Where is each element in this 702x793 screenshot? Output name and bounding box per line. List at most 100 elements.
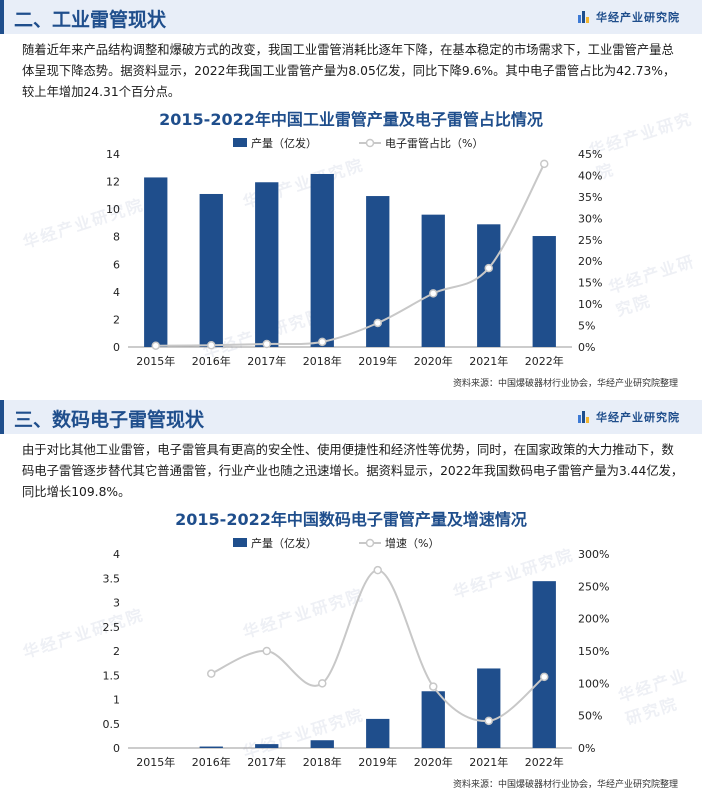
- section-header-digital: 三、数码电子雷管现状 华经产业研究院: [0, 400, 702, 434]
- y-right-tick-label: 150%: [578, 645, 609, 658]
- y-left-tick-label: 8: [113, 231, 120, 244]
- y-left-tick-label: 3: [113, 597, 120, 610]
- line-point: [373, 318, 382, 328]
- y-left-tick-label: 0.5: [103, 718, 121, 731]
- x-tick-label: 2019年: [358, 354, 397, 368]
- y-right-tick-label: 50%: [578, 710, 602, 723]
- bar: [144, 177, 168, 347]
- chart-title: 2015-2022年中国数码电子雷管产量及增速情况: [175, 510, 527, 529]
- brand-name: 华经产业研究院: [596, 411, 680, 424]
- bar-logo-icon: [578, 11, 590, 23]
- x-tick-label: 2022年: [525, 755, 564, 769]
- chart-legend: 产量（亿发） 增速（%）: [233, 536, 439, 550]
- legend-line-marker: [365, 538, 375, 548]
- legend-label: 产量（亿发）: [251, 136, 317, 150]
- chart-industrial-detonators: 产量（亿发） 电子雷管占比（%） 0 2 4 6 8 10 12 14 0% 5% 10% 15% 20% 2…: [106, 136, 602, 368]
- bar: [421, 214, 445, 347]
- line-point: [540, 672, 549, 682]
- legend-label: 增速（%）: [385, 536, 439, 550]
- y-left-tick-label: 2.5: [103, 621, 121, 634]
- y-left-tick-label: 4: [113, 548, 120, 561]
- x-tick-label: 2018年: [303, 755, 342, 769]
- y-right-tick-label: 25%: [578, 234, 602, 247]
- x-tick-label: 2016年: [192, 755, 231, 769]
- y-left-tick-label: 4: [113, 286, 120, 299]
- section-header-industrial: 二、工业雷管现状 华经产业研究院: [0, 0, 702, 34]
- line-point: [262, 339, 271, 349]
- section-accent: [0, 400, 4, 434]
- y-right-tick-label: 0%: [578, 341, 595, 354]
- section-title: 二、工业雷管现状: [14, 9, 167, 31]
- y-left-tick-label: 0: [113, 742, 120, 755]
- bar: [421, 691, 445, 748]
- x-tick-label: 2016年: [192, 354, 231, 368]
- line-point: [540, 159, 549, 169]
- x-tick-label: 2015年: [136, 755, 175, 769]
- line-point: [151, 341, 160, 350]
- section-title: 三、数码电子雷管现状: [14, 409, 205, 431]
- y-left-tick-label: 12: [106, 176, 120, 189]
- section-paragraph: 由于对比其他工业雷管，电子雷管具有更高的安全性、使用便捷性和经济性等优势，同时，…: [22, 443, 684, 499]
- legend-bar-swatch: [233, 138, 247, 147]
- chart-title: 2015-2022年中国工业雷管产量及电子雷管占比情况: [159, 110, 543, 129]
- bar: [366, 718, 390, 748]
- y-right-tick-label: 5%: [578, 320, 595, 333]
- bar: [366, 196, 390, 347]
- x-tick-label: 2020年: [414, 755, 453, 769]
- x-tick-label: 2022年: [525, 354, 564, 368]
- x-tick-label: 2019年: [358, 755, 397, 769]
- legend-label: 电子雷管占比（%）: [385, 136, 483, 150]
- y-left-tick-label: 14: [106, 148, 120, 161]
- line-point: [262, 646, 271, 656]
- line-point: [207, 341, 216, 350]
- y-right-tick-label: 15%: [578, 277, 602, 290]
- bar-logo-icon: [578, 411, 590, 423]
- x-tick-label: 2017年: [247, 755, 286, 769]
- x-tick-label: 2018年: [303, 354, 342, 368]
- y-right-tick-label: 45%: [578, 148, 602, 161]
- y-left-tick-label: 6: [113, 258, 120, 271]
- y-right-tick-label: 10%: [578, 298, 602, 311]
- y-right-tick-label: 0%: [578, 742, 595, 755]
- legend-line-marker: [365, 138, 375, 148]
- y-left-tick-label: 3.5: [103, 572, 121, 585]
- y-left-tick-label: 2: [113, 645, 120, 658]
- y-left-tick-label: 2: [113, 313, 120, 326]
- bar: [199, 193, 223, 347]
- line-point: [318, 679, 327, 688]
- bar: [199, 746, 223, 748]
- line-point: [207, 669, 216, 678]
- bar: [532, 581, 556, 748]
- section-paragraph: 随着近年来产品结构调整和爆破方式的改变，我国工业雷管消耗比逐年下降，在基本稳定的…: [22, 43, 676, 99]
- line-point: [429, 289, 438, 298]
- legend-bar-swatch: [233, 538, 247, 547]
- y-right-tick-label: 40%: [578, 169, 602, 182]
- x-tick-label: 2017年: [247, 354, 286, 368]
- y-right-tick-label: 35%: [578, 191, 602, 204]
- line-point: [318, 337, 327, 347]
- y-right-tick-label: 30%: [578, 212, 602, 225]
- bar: [310, 740, 334, 748]
- x-tick-label: 2021年: [469, 755, 508, 769]
- source-note: 资料来源：中国爆破器材行业协会，华经产业研究院整理: [452, 379, 678, 389]
- chart-legend: 产量（亿发） 电子雷管占比（%）: [233, 136, 483, 150]
- x-tick-label: 2021年: [469, 354, 508, 368]
- brand-logo: 华经产业研究院: [578, 9, 680, 25]
- line-point: [484, 716, 493, 726]
- y-right-tick-label: 200%: [578, 613, 609, 626]
- x-tick-label: 2020年: [414, 354, 453, 368]
- y-right-tick-label: 300%: [578, 548, 609, 561]
- line-point: [429, 682, 438, 691]
- y-left-tick-label: 1: [113, 694, 120, 707]
- y-right-tick-label: 20%: [578, 255, 602, 268]
- legend-label: 产量（亿发）: [251, 536, 317, 550]
- y-left-tick-label: 0: [113, 341, 120, 354]
- x-tick-label: 2015年: [136, 354, 175, 368]
- bar: [255, 744, 279, 748]
- y-right-tick-label: 100%: [578, 677, 609, 690]
- bar: [532, 236, 556, 347]
- bar: [477, 668, 501, 748]
- y-right-tick-label: 250%: [578, 580, 609, 593]
- chart-digital-detonators: 产量（亿发） 增速（%） 0 0.5 1 1.5 2 2.5 3 3.5 4 0% 50% 100% 150…: [103, 536, 610, 769]
- y-left-tick-label: 10: [106, 203, 120, 216]
